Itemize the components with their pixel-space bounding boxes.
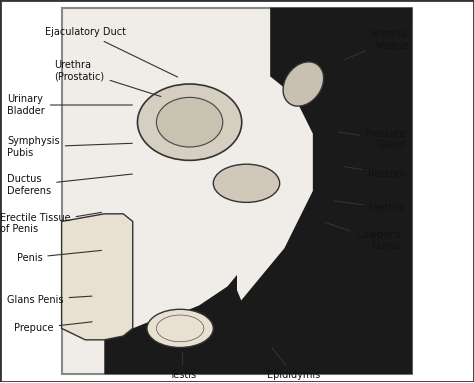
Ellipse shape [283, 62, 324, 106]
Text: Ejaculatory Duct: Ejaculatory Duct [45, 28, 178, 77]
Polygon shape [62, 214, 133, 340]
Text: Cowper's
Gland: Cowper's Gland [325, 223, 401, 251]
Text: Rectum: Rectum [344, 167, 405, 179]
Text: Prepuce: Prepuce [14, 322, 92, 333]
Text: Glans Penis: Glans Penis [7, 295, 92, 305]
Text: Urethra: Urethra [335, 201, 405, 213]
Text: Epididymis: Epididymis [267, 348, 320, 380]
Ellipse shape [156, 97, 223, 147]
FancyBboxPatch shape [62, 8, 412, 374]
Text: Urinary
Bladder: Urinary Bladder [7, 94, 132, 116]
Ellipse shape [137, 84, 242, 160]
Text: Testis: Testis [169, 352, 196, 380]
Polygon shape [199, 8, 412, 374]
Text: Ductus
Deferens: Ductus Deferens [7, 174, 132, 196]
Text: Symphysis
Pubis: Symphysis Pubis [7, 136, 132, 158]
Text: Prostate
Gland: Prostate Gland [339, 129, 405, 150]
Text: Urethra
(Prostatic): Urethra (Prostatic) [55, 60, 161, 97]
Text: Erectile Tissue
of Penis: Erectile Tissue of Penis [0, 213, 101, 234]
Polygon shape [104, 275, 270, 374]
Text: Seminal
Vesicle: Seminal Vesicle [344, 29, 410, 60]
Ellipse shape [147, 309, 213, 347]
Text: Penis: Penis [17, 250, 101, 263]
Ellipse shape [213, 164, 280, 202]
